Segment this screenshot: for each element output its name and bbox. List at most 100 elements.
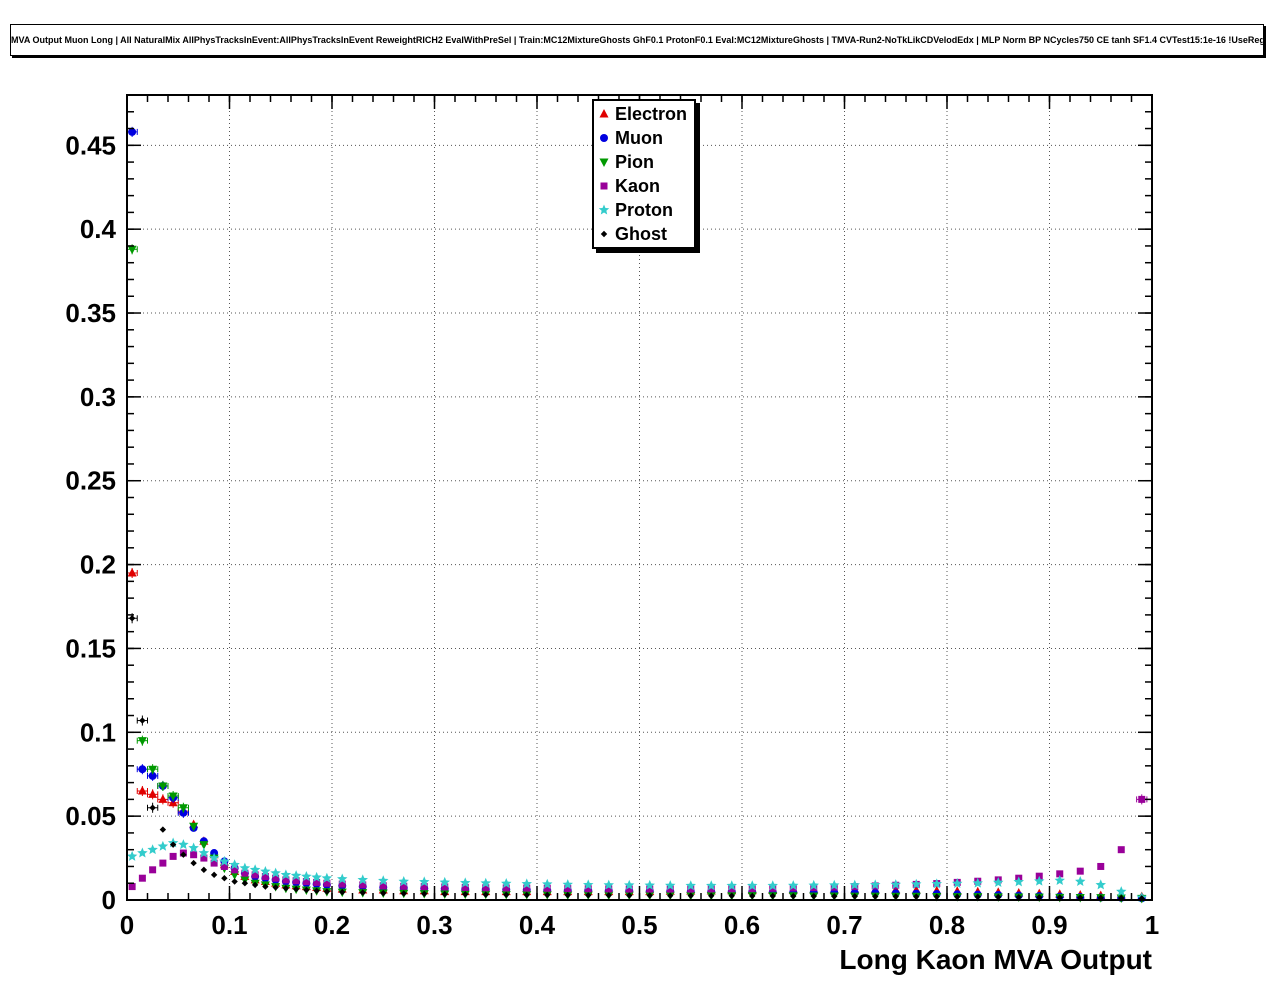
data-point bbox=[1097, 862, 1105, 870]
svg-text:0.9: 0.9 bbox=[1031, 910, 1067, 940]
data-point bbox=[420, 883, 428, 891]
svg-text:0: 0 bbox=[102, 885, 116, 915]
data-point bbox=[290, 870, 302, 881]
data-point bbox=[1118, 894, 1125, 902]
muon-marker-icon bbox=[600, 134, 608, 142]
x-tick-labels: 0 0.1 0.2 0.3 0.4 0.5 0.6 0.7 0.8 0.9 1 bbox=[120, 910, 1159, 940]
data-point bbox=[229, 859, 240, 870]
data-point bbox=[199, 841, 209, 850]
data-point bbox=[605, 885, 613, 893]
data-point bbox=[583, 879, 594, 890]
data-point bbox=[1013, 876, 1024, 887]
legend-entry-muon: Muon bbox=[594, 126, 694, 150]
series-electron bbox=[126, 567, 1147, 901]
data-point bbox=[872, 893, 879, 900]
data-point bbox=[503, 891, 510, 899]
data-point bbox=[359, 889, 366, 896]
x-axis-title: Long Kaon MVA Output bbox=[839, 944, 1152, 975]
data-point bbox=[128, 883, 136, 891]
data-point bbox=[208, 852, 220, 863]
data-point bbox=[482, 891, 489, 898]
data-point bbox=[230, 871, 240, 880]
data-point bbox=[685, 880, 696, 891]
data-point bbox=[1034, 875, 1045, 886]
data-point bbox=[169, 841, 177, 848]
data-point bbox=[1117, 846, 1125, 854]
data-point bbox=[337, 873, 348, 884]
data-point bbox=[706, 880, 717, 891]
data-point bbox=[292, 885, 300, 893]
data-point bbox=[168, 792, 178, 802]
svg-text:0.4: 0.4 bbox=[80, 214, 117, 244]
data-point bbox=[769, 892, 776, 900]
data-point bbox=[231, 878, 238, 885]
legend-label-pion: Pion bbox=[615, 151, 654, 172]
data-point bbox=[338, 880, 346, 888]
legend-entry-ghost: Ghost bbox=[594, 222, 694, 246]
data-point bbox=[127, 245, 137, 255]
data-point bbox=[200, 854, 208, 862]
data-point bbox=[149, 804, 156, 811]
series-proton bbox=[126, 837, 1147, 902]
series-pion bbox=[126, 244, 1147, 904]
data-point bbox=[379, 882, 387, 890]
data-point bbox=[251, 871, 259, 879]
data-point bbox=[644, 879, 655, 890]
data-point bbox=[808, 879, 819, 890]
data-point bbox=[303, 886, 310, 894]
data-point bbox=[646, 892, 653, 899]
data-point bbox=[687, 885, 695, 893]
data-point bbox=[599, 109, 609, 118]
data-point bbox=[221, 874, 228, 882]
data-point bbox=[262, 883, 269, 890]
data-point bbox=[462, 891, 469, 898]
svg-text:0.25: 0.25 bbox=[65, 466, 116, 496]
data-point bbox=[728, 885, 736, 893]
data-point bbox=[380, 889, 387, 897]
data-point bbox=[911, 878, 922, 889]
plot-title: MVA Output Muon Long | All NaturalMix Al… bbox=[10, 24, 1264, 56]
data-point bbox=[931, 878, 942, 889]
data-point bbox=[1076, 867, 1084, 875]
svg-text:0.05: 0.05 bbox=[65, 801, 116, 831]
data-point bbox=[502, 884, 510, 892]
data-point bbox=[562, 879, 573, 890]
data-point bbox=[148, 789, 158, 798]
data-point bbox=[357, 874, 368, 885]
data-point bbox=[178, 804, 188, 813]
data-point bbox=[128, 615, 136, 622]
legend-entry-kaon: Kaon bbox=[594, 174, 694, 198]
data-point bbox=[282, 876, 290, 884]
data-point bbox=[521, 878, 532, 889]
data-point bbox=[665, 880, 676, 891]
data-point bbox=[1075, 876, 1086, 886]
data-point bbox=[1097, 894, 1104, 902]
legend-entry-electron: Electron bbox=[594, 102, 694, 126]
data-point bbox=[890, 879, 901, 890]
proton-marker-icon bbox=[598, 204, 610, 215]
data-point bbox=[272, 884, 279, 891]
data-point bbox=[127, 567, 137, 577]
data-point bbox=[157, 840, 169, 851]
data-point bbox=[598, 204, 610, 215]
data-point bbox=[137, 785, 147, 795]
data-point bbox=[501, 878, 512, 889]
data-point bbox=[728, 892, 735, 900]
data-point bbox=[137, 847, 148, 858]
data-point bbox=[544, 891, 551, 899]
svg-text:0.3: 0.3 bbox=[80, 382, 116, 412]
data-point bbox=[249, 864, 261, 875]
data-point bbox=[301, 871, 312, 881]
axis-ticks bbox=[126, 94, 1153, 901]
data-point bbox=[933, 893, 940, 900]
data-point bbox=[851, 893, 858, 900]
legend-label-electron: Electron bbox=[615, 103, 688, 124]
data-point bbox=[829, 879, 840, 890]
data-point bbox=[603, 879, 614, 890]
data-point bbox=[708, 892, 715, 900]
data-point bbox=[280, 869, 292, 880]
data-point bbox=[251, 881, 259, 889]
data-point bbox=[419, 876, 430, 887]
data-point bbox=[543, 884, 551, 892]
data-point bbox=[523, 884, 531, 892]
